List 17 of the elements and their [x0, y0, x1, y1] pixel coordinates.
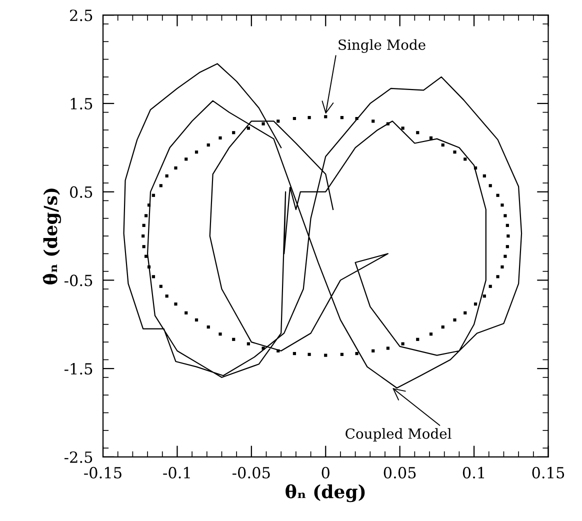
y-tick-label: -2.5 — [64, 451, 92, 463]
x-tick-label: -0.05 — [232, 466, 270, 478]
y-tick-label: 0.5 — [70, 186, 92, 198]
y-tick-label: 1.5 — [70, 98, 92, 110]
x-tick-label: 0.1 — [462, 466, 484, 478]
x-tick-label: -0.1 — [163, 466, 190, 478]
annotation: Coupled Model — [346, 428, 452, 442]
x-tick-label: 0.15 — [532, 466, 564, 478]
y-axis-title: θ̇ₙ (deg/s) — [42, 188, 62, 284]
x-tick-label: 0 — [322, 466, 330, 478]
y-tick-label: -0.5 — [64, 274, 92, 286]
annotation: Single Mode — [338, 39, 426, 53]
x-axis-title: θₙ (deg) — [286, 484, 365, 502]
x-tick-label: -0.15 — [84, 466, 122, 478]
y-tick-label: 2.5 — [70, 10, 92, 22]
y-tick-label: -1.5 — [64, 363, 92, 375]
x-tick-label: 0.05 — [384, 466, 416, 478]
